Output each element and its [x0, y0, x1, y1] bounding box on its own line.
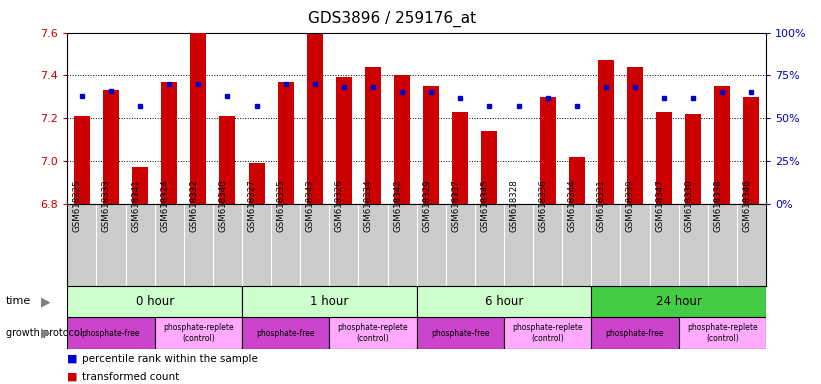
Text: phosphate-replete
(control): phosphate-replete (control) — [163, 323, 234, 343]
Text: ■: ■ — [67, 354, 78, 364]
Bar — [132, 167, 148, 204]
Text: GSM618331: GSM618331 — [597, 180, 606, 232]
Text: GSM618335: GSM618335 — [277, 180, 286, 232]
Text: GSM618332: GSM618332 — [190, 180, 199, 232]
Text: 1 hour: 1 hour — [310, 295, 348, 308]
Text: GSM618330: GSM618330 — [684, 180, 693, 232]
Text: GSM618333: GSM618333 — [102, 180, 111, 232]
Bar — [744, 97, 759, 204]
Bar — [277, 82, 294, 204]
Text: phosphate-replete
(control): phosphate-replete (control) — [687, 323, 758, 343]
Text: percentile rank within the sample: percentile rank within the sample — [82, 354, 258, 364]
Text: GSM618325: GSM618325 — [73, 180, 82, 232]
Bar — [242, 317, 329, 349]
Bar — [74, 116, 89, 204]
Text: GSM618328: GSM618328 — [510, 180, 519, 232]
Bar — [329, 317, 417, 349]
Text: transformed count: transformed count — [82, 372, 179, 382]
Bar — [394, 75, 410, 204]
Bar — [598, 60, 614, 204]
Text: GSM618327: GSM618327 — [248, 180, 256, 232]
Text: phosphate-free: phosphate-free — [256, 329, 315, 338]
Bar — [686, 114, 701, 204]
Text: GSM618346: GSM618346 — [742, 180, 751, 232]
Text: GSM618338: GSM618338 — [713, 180, 722, 232]
Bar — [161, 82, 177, 204]
Text: GSM618337: GSM618337 — [452, 180, 461, 232]
Bar — [249, 163, 264, 204]
Text: GSM618334: GSM618334 — [364, 180, 373, 232]
Bar — [103, 90, 119, 204]
Bar — [190, 33, 206, 204]
Bar — [307, 34, 323, 204]
Text: time: time — [6, 296, 31, 306]
Text: phosphate-replete
(control): phosphate-replete (control) — [512, 323, 583, 343]
Text: GSM618347: GSM618347 — [655, 180, 664, 232]
Bar — [336, 78, 352, 204]
Text: GSM618343: GSM618343 — [305, 180, 314, 232]
Bar — [511, 204, 526, 214]
Text: GSM618329: GSM618329 — [422, 180, 431, 232]
Bar — [242, 286, 417, 317]
Text: ■: ■ — [67, 372, 78, 382]
Bar — [569, 157, 585, 204]
Text: GSM618341: GSM618341 — [131, 180, 140, 232]
Bar — [417, 317, 504, 349]
Text: ▶: ▶ — [41, 295, 51, 308]
Bar — [591, 286, 766, 317]
Bar — [504, 317, 591, 349]
Bar — [679, 317, 766, 349]
Text: phosphate-free: phosphate-free — [606, 329, 664, 338]
Bar — [452, 112, 468, 204]
Text: phosphate-free: phosphate-free — [431, 329, 489, 338]
Text: 6 hour: 6 hour — [485, 295, 523, 308]
Text: GSM618326: GSM618326 — [335, 180, 344, 232]
Bar — [417, 286, 591, 317]
Bar — [481, 131, 498, 204]
Text: GSM618336: GSM618336 — [539, 180, 548, 232]
Bar — [154, 317, 242, 349]
Text: GSM618339: GSM618339 — [626, 180, 635, 232]
Text: GSM618342: GSM618342 — [393, 180, 402, 232]
Text: 24 hour: 24 hour — [656, 295, 702, 308]
Bar — [423, 86, 439, 204]
Text: GDS3896 / 259176_at: GDS3896 / 259176_at — [308, 11, 476, 27]
Text: GSM618324: GSM618324 — [160, 180, 169, 232]
Bar — [219, 116, 236, 204]
Text: GSM618340: GSM618340 — [218, 180, 227, 232]
Bar — [67, 317, 154, 349]
Text: ▶: ▶ — [41, 327, 51, 340]
Text: growth protocol: growth protocol — [6, 328, 82, 338]
Bar — [365, 67, 381, 204]
Text: phosphate-replete
(control): phosphate-replete (control) — [337, 323, 408, 343]
Bar — [539, 97, 556, 204]
Bar — [714, 86, 731, 204]
Bar — [67, 286, 242, 317]
Text: 0 hour: 0 hour — [135, 295, 174, 308]
Text: GSM618344: GSM618344 — [568, 180, 577, 232]
Text: phosphate-free: phosphate-free — [82, 329, 140, 338]
Text: GSM618345: GSM618345 — [480, 180, 489, 232]
Bar — [627, 67, 643, 204]
Bar — [656, 112, 672, 204]
Bar — [591, 317, 679, 349]
